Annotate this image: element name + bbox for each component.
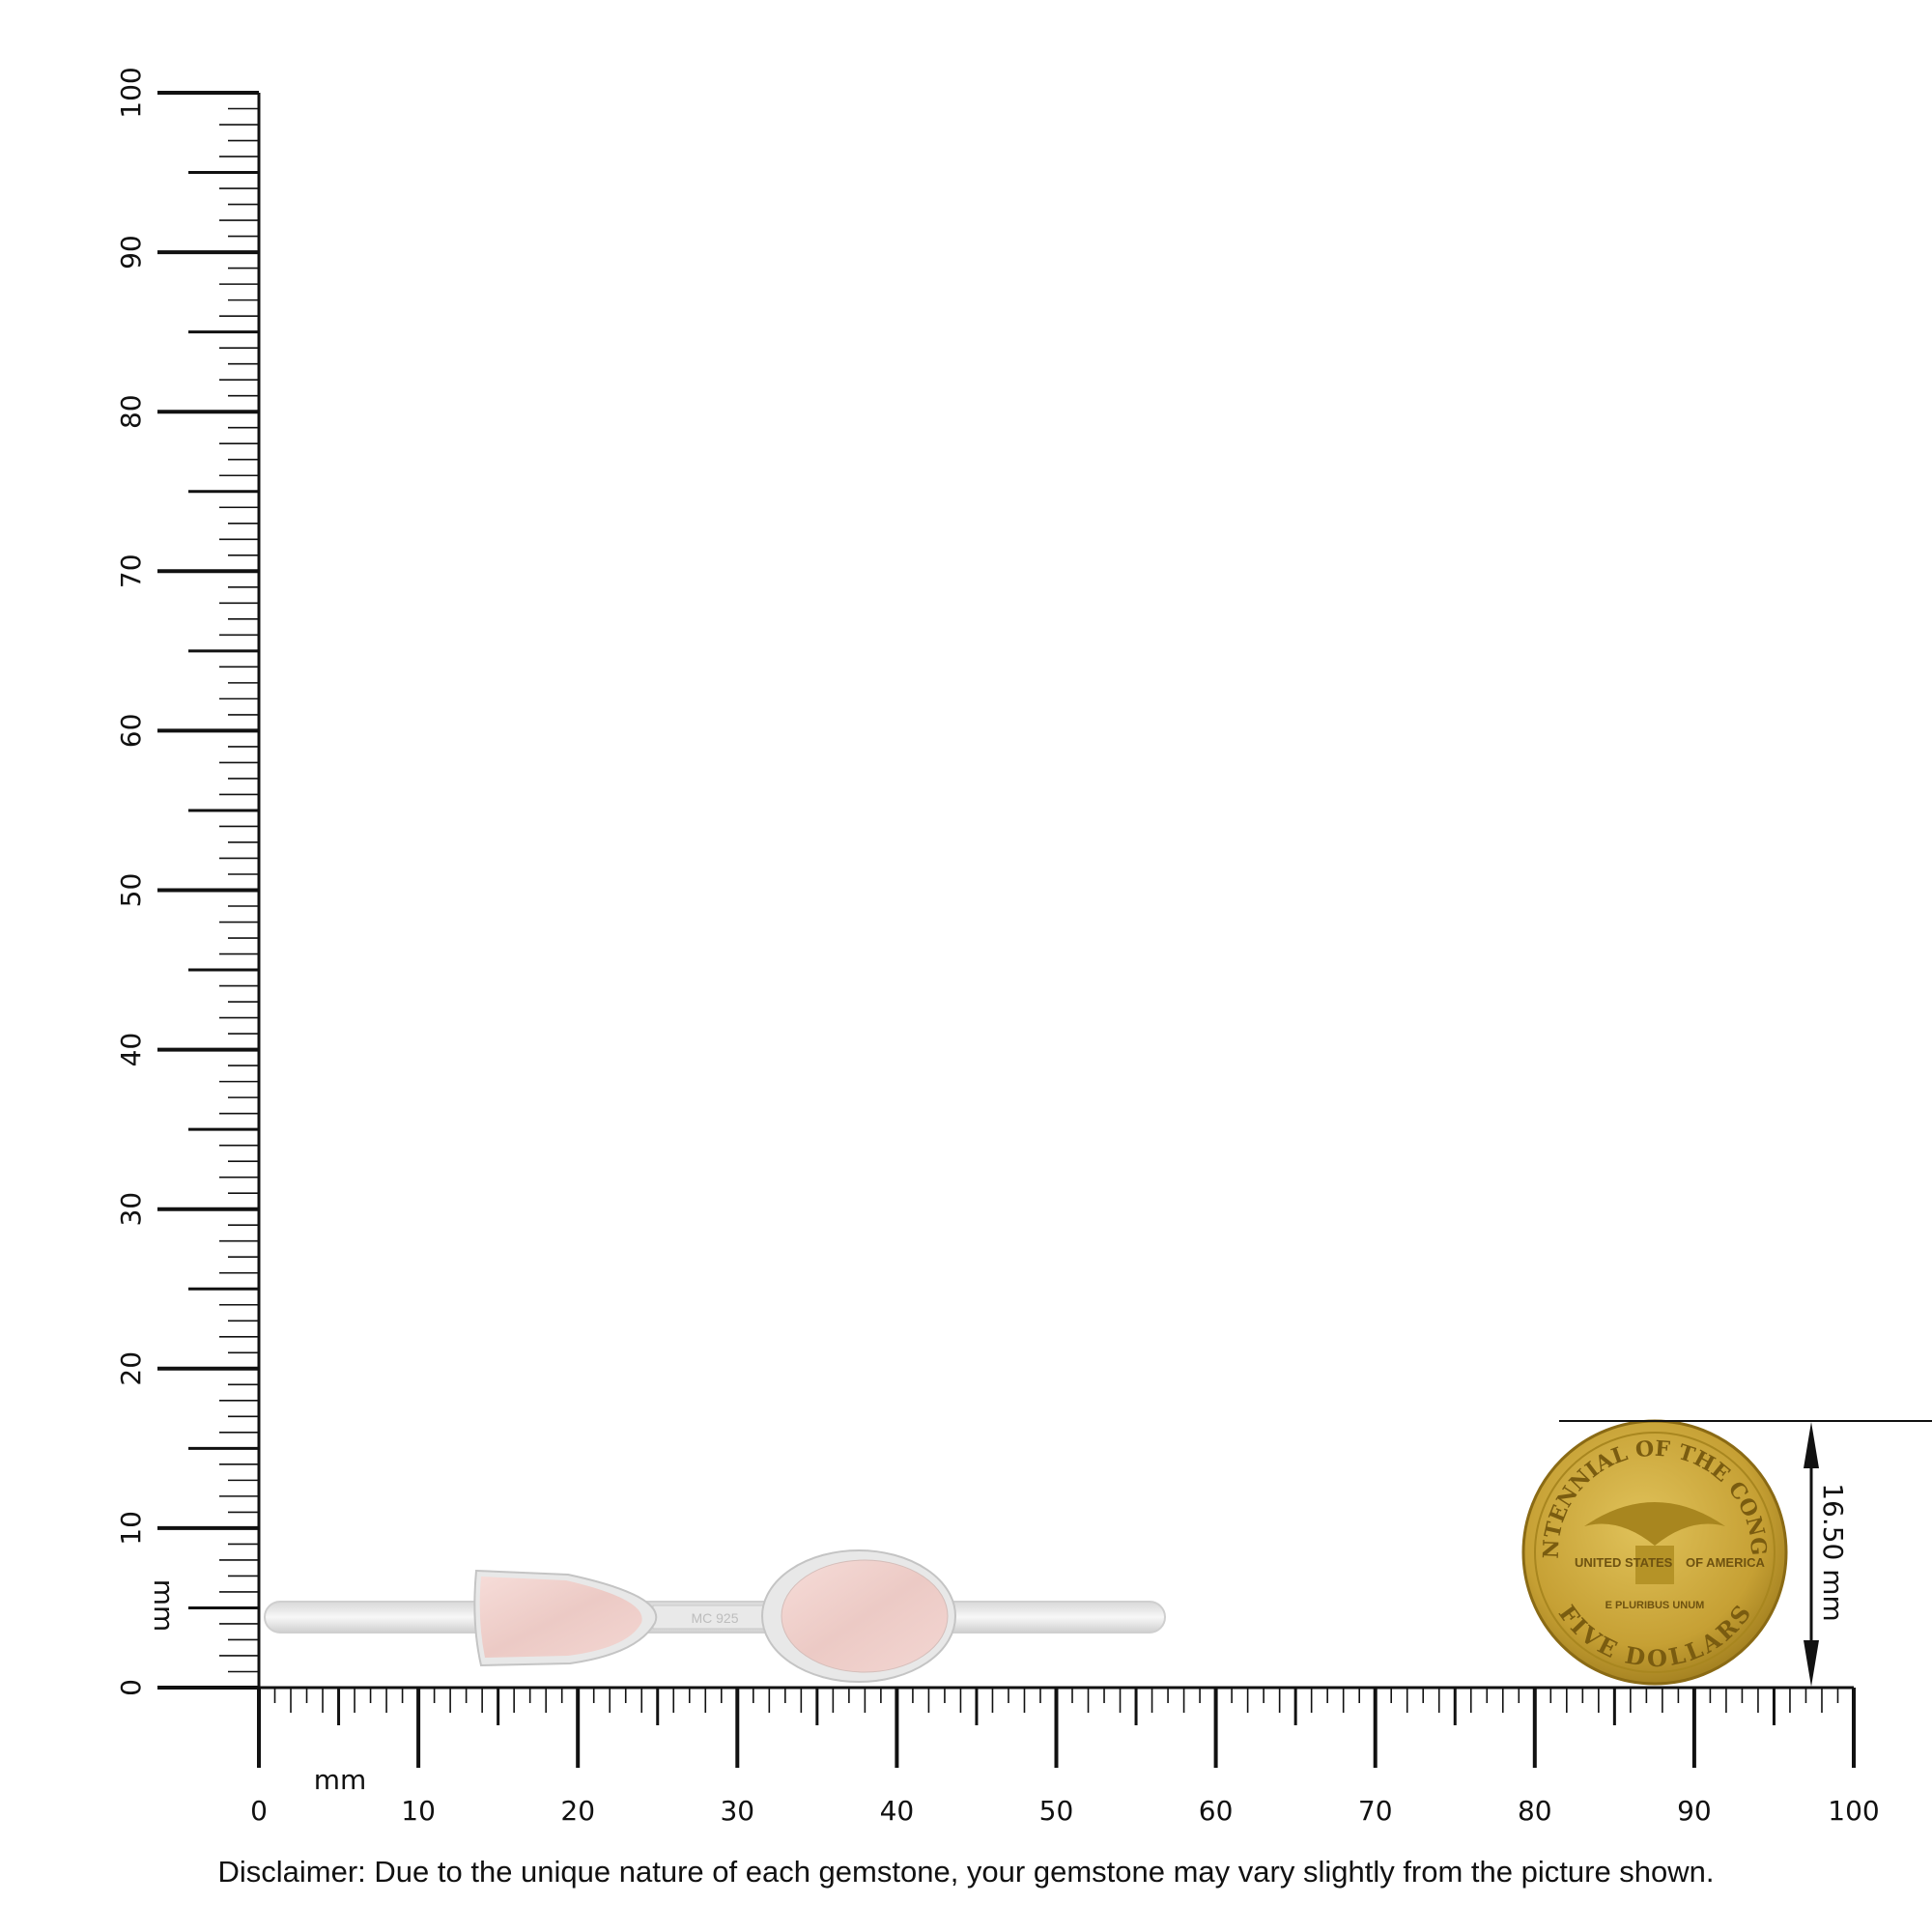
horizontal-ruler: 0 10 20 30 40 50 60 70 80 90 100 [250,1686,1880,1827]
vertical-tick-label: 0 [115,1679,147,1696]
horizontal-tick-label: 60 [1199,1795,1234,1827]
horizontal-unit-label: mm [314,1764,367,1796]
vertical-tick-label: 30 [115,1192,147,1227]
coin-dimension: 16.50 mm [1559,1420,1932,1687]
horizontal-tick-label: 100 [1828,1795,1879,1827]
bracelet-image: MC 925 [264,1549,1166,1683]
horizontal-tick-label: 10 [401,1795,436,1827]
metal-stamp: MC 925 [691,1610,738,1626]
eagle-icon [1584,1502,1725,1546]
vertical-tick-label: 20 [115,1351,147,1386]
coin-reference: BICENTENNIAL OF THE CONGRESS FIVE DOLLAR… [0,0,1788,1686]
dimension-label: 16.50 mm [1817,1483,1849,1622]
vertical-tick-label: 90 [115,235,147,270]
arrow-up-icon [1804,1422,1819,1468]
vertical-tick-label: 100 [115,67,147,118]
vertical-tick-label: 10 [115,1511,147,1546]
horizontal-tick-label: 50 [1039,1795,1074,1827]
vertical-tick-label: 70 [115,554,147,588]
vertical-tick-label: 40 [115,1033,147,1067]
horizontal-tick-label: 0 [250,1795,268,1827]
horizontal-tick-label: 80 [1518,1795,1552,1827]
vertical-tick-label: 60 [115,714,147,749]
gemstone-trillion [479,1577,642,1658]
horizontal-tick-label: 40 [880,1795,915,1827]
horizontal-tick-label: 20 [560,1795,595,1827]
vertical-tick-label: 80 [115,394,147,429]
arrow-down-icon [1804,1640,1819,1687]
shield-icon [1635,1546,1674,1584]
disclaimer: Disclaimer: Due to the unique nature of … [217,1855,1715,1889]
coin-rim [1534,1432,1776,1673]
horizontal-tick-label: 90 [1677,1795,1712,1827]
horizontal-tick-label: 30 [720,1795,754,1827]
coin-left-text: UNITED STATES [1575,1555,1673,1570]
coin-top-text: BICENTENNIAL OF THE CONGRESS [0,0,1771,1559]
vertical-ruler: 0 10 20 30 40 50 60 70 80 90 100 [115,67,261,1696]
gemstone-oval [781,1559,949,1673]
coin-motto: E PLURIBUS UNUM [1605,1600,1705,1611]
bracelet-link [652,1605,780,1630]
vertical-unit-label: mm [148,1579,180,1633]
vertical-tick-label: 50 [115,873,147,908]
horizontal-tick-label: 70 [1358,1795,1393,1827]
coin-right-text: OF AMERICA [1686,1555,1765,1570]
